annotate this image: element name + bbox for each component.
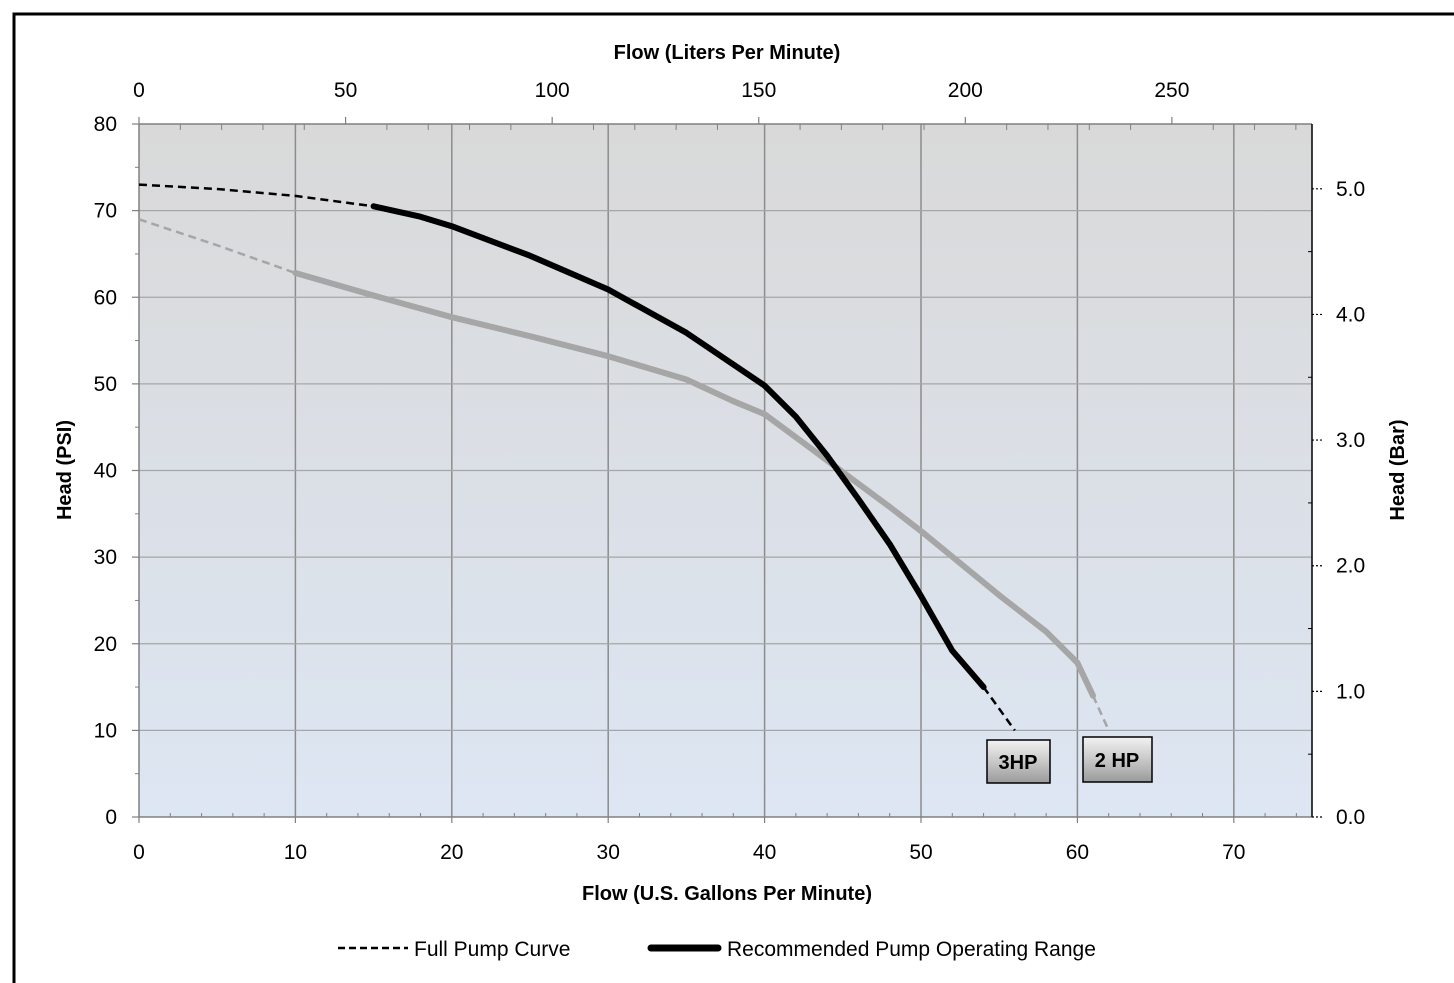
y-right-tick-label: 3.0 — [1336, 429, 1365, 452]
curve-3hp-operating-range — [370, 203, 987, 691]
y-right-tick-label: 2.0 — [1336, 555, 1365, 578]
x-top-tick-label: 200 — [948, 79, 983, 102]
y-left-tick-label: 40 — [94, 460, 117, 483]
x-top-tick-label: 250 — [1154, 79, 1189, 102]
y-right-tick-label: 0.0 — [1336, 806, 1365, 829]
curve-2hp-operating-range — [292, 270, 1096, 699]
legend: Full Pump Curve Recommended Pump Operati… — [338, 938, 1096, 961]
x-top-tick-label: 50 — [334, 79, 357, 102]
label-2hp: 2 HP — [1082, 736, 1153, 783]
y-left-tick-label: 0 — [105, 806, 117, 829]
x-bottom-tick-label: 50 — [909, 841, 932, 864]
legend-full-curve-label: Full Pump Curve — [414, 938, 570, 961]
outer-border — [12, 12, 1454, 983]
y-left-tick-label: 70 — [94, 200, 117, 223]
y-axis-left-title: Head (PSI) — [54, 420, 76, 520]
axes: 0 10 20 30 40 50 60 70 0 50 100 150 200 250 0 10 20 30 40 5… — [94, 79, 1366, 864]
y-left-tick-label: 30 — [94, 546, 117, 569]
pump-curves — [138, 183, 1110, 732]
label-2hp-text: 2 HP — [1095, 750, 1139, 772]
x-bottom-tick-label: 10 — [284, 841, 307, 864]
y-left-tick-label: 20 — [94, 633, 117, 656]
y-left-tick-label: 50 — [94, 373, 117, 396]
x-bottom-tick-label: 0 — [133, 841, 145, 864]
curve-3hp-full-start — [138, 183, 374, 208]
x-bottom-tick-label: 40 — [753, 841, 776, 864]
x-axis-top-title: Flow (Liters Per Minute) — [614, 42, 841, 64]
grid-lines — [139, 124, 1312, 817]
y-axis-right-title: Head (Bar) — [1387, 419, 1409, 520]
label-3hp: 3HP — [986, 739, 1051, 784]
x-top-tick-label: 0 — [133, 79, 145, 102]
x-bottom-tick-label: 30 — [597, 841, 620, 864]
x-top-tick-label: 150 — [741, 79, 776, 102]
x-bottom-tick-label: 70 — [1222, 841, 1245, 864]
y-left-tick-label: 80 — [94, 113, 117, 136]
x-top-tick-label: 100 — [535, 79, 570, 102]
y-right-tick-label: 1.0 — [1336, 680, 1365, 703]
legend-operating-range-label: Recommended Pump Operating Range — [727, 938, 1096, 961]
x-axis-bottom-title: Flow (U.S. Gallons Per Minute) — [582, 883, 872, 905]
x-bottom-tick-label: 60 — [1066, 841, 1089, 864]
x-bottom-tick-label: 20 — [440, 841, 463, 864]
y-right-tick-label: 4.0 — [1336, 303, 1365, 326]
curve-2hp-full-start — [138, 218, 296, 275]
curve-3hp-full-end — [982, 686, 1016, 732]
curve-2hp-full-end — [1091, 695, 1110, 731]
label-3hp-text: 3HP — [999, 752, 1038, 774]
y-left-tick-label: 10 — [94, 719, 117, 742]
y-left-tick-label: 60 — [94, 286, 117, 309]
y-right-tick-label: 5.0 — [1336, 178, 1365, 201]
